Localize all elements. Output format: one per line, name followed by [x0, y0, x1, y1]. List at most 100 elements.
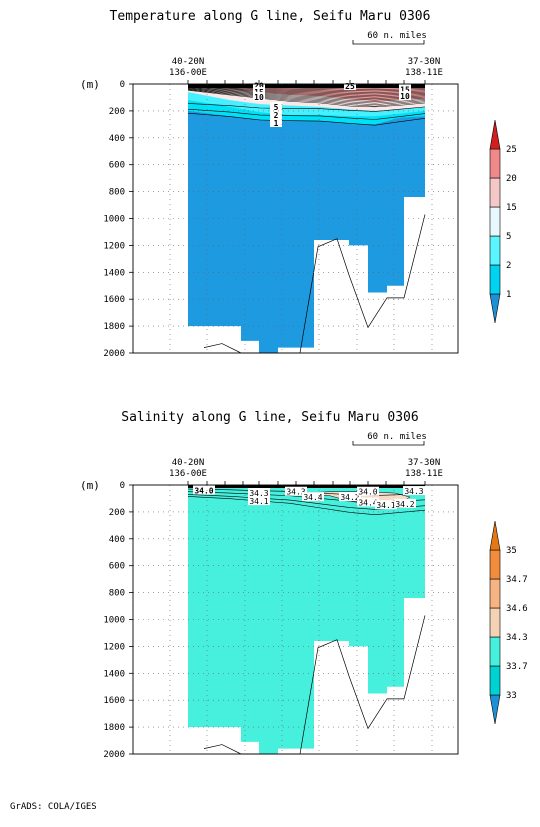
contour-label: 2	[274, 111, 279, 120]
left-station-lon: 136-00E	[169, 68, 207, 78]
colorbar-segment	[489, 206, 501, 237]
y-axis-label: (m)	[80, 78, 100, 91]
colorbar-segment	[489, 520, 501, 551]
y-tick-label: 1400	[103, 669, 125, 679]
left-station-lat: 40-20N	[172, 57, 205, 67]
temperature-contour	[187, 108, 426, 120]
colorbar-label: 34.6	[506, 604, 528, 614]
colorbar-label: 1	[506, 290, 511, 300]
ocean-fill	[188, 84, 425, 353]
y-tick-label: 600	[109, 161, 125, 171]
y-tick-label: 1800	[103, 322, 125, 332]
colorbar-label: 35	[506, 546, 517, 556]
plot-frame	[132, 484, 459, 755]
right-station-lat: 37-30N	[408, 57, 441, 67]
contour-label: 34.3	[286, 488, 305, 497]
temperature-contour	[187, 86, 426, 95]
contour-label-bg	[357, 486, 379, 496]
colorbar-segment	[489, 177, 501, 208]
contour-label-bg	[270, 101, 282, 111]
contour-label-bg	[403, 486, 425, 496]
scale-label: 60 n. miles	[367, 31, 427, 41]
y-tick-label: 800	[109, 188, 125, 198]
contour-label: 10	[254, 93, 264, 102]
contour-label: 34.1	[249, 497, 268, 506]
temperature-contour	[187, 90, 426, 108]
chart-title: Temperature along G line, Seifu Maru 030…	[110, 9, 431, 24]
colorbar-label: 15	[506, 203, 517, 213]
colorbar-label: 33	[506, 691, 517, 701]
colorbar-segment	[489, 264, 501, 295]
contour-label-bg	[394, 498, 416, 508]
temperature-contour	[187, 86, 426, 93]
contour-label-bg	[253, 91, 265, 101]
contour-label: 34.4	[303, 493, 322, 502]
salinity-contour	[187, 496, 426, 516]
y-tick-label: 1200	[103, 642, 125, 652]
contour-label-bg	[253, 87, 265, 97]
grads-footer: GrADS: COLA/IGES	[10, 802, 97, 812]
colorbar-segment	[489, 578, 501, 609]
contour-label: 34.2	[395, 500, 414, 509]
colorbar-label: 33.7	[506, 662, 528, 672]
colorbar-segment	[489, 293, 501, 324]
contour-label-bg	[285, 486, 307, 496]
plot-frame	[132, 83, 459, 354]
y-tick-label: 400	[109, 535, 125, 545]
temperature-contour	[187, 87, 426, 98]
chart-title: Salinity along G line, Seifu Maru 0306	[121, 410, 418, 425]
contour-label-bg	[248, 488, 270, 498]
contour-label-bg	[248, 496, 270, 506]
left-station-lat: 40-20N	[172, 458, 205, 468]
colorbar-segment	[489, 636, 501, 667]
contour-label-bg	[344, 81, 356, 91]
temperature-contour	[187, 89, 426, 107]
colorbar-label: 25	[506, 145, 517, 155]
surface-band	[188, 485, 425, 488]
y-tick-label: 800	[109, 589, 125, 599]
scale-bar	[352, 441, 425, 446]
colorbar-segment	[489, 665, 501, 696]
y-tick-label: 2000	[103, 750, 125, 760]
salinity-chart: Salinity along G line, Seifu Maru 0306 60…	[80, 410, 528, 760]
seafloor-line	[203, 214, 426, 354]
temperature-contour	[187, 88, 426, 101]
contour-label-bg	[375, 500, 397, 510]
contour-label-bg	[253, 80, 265, 90]
contour-label: 20	[254, 82, 264, 91]
y-tick-label: 1400	[103, 268, 125, 278]
left-station-lon: 136-00E	[169, 469, 207, 479]
temperature-chart: Temperature along G line, Seifu Maru 030…	[80, 9, 517, 359]
temperature-contour	[187, 112, 426, 126]
contour-label: 34.4	[358, 498, 377, 507]
contour-label-bg	[339, 492, 361, 502]
temperature-contour	[187, 87, 426, 99]
colorbar-segment	[489, 694, 501, 725]
temperature-contour	[187, 88, 426, 102]
contour-label-bg	[270, 109, 282, 119]
colorbar-label: 20	[506, 174, 517, 184]
colorbar-segment	[489, 549, 501, 580]
colorbar-label: 34.3	[506, 633, 528, 643]
colorbar-label: 5	[506, 232, 511, 242]
colorbar-segment	[489, 235, 501, 266]
scale-bar	[352, 40, 425, 45]
contour-label-bg	[302, 492, 324, 502]
colorbar-label: 2	[506, 261, 511, 271]
scale-label: 60 n. miles	[367, 432, 427, 442]
temperature-contour	[187, 103, 426, 112]
y-tick-label: 1600	[103, 295, 125, 305]
contour-label: 1	[274, 119, 279, 128]
contour-label-bg	[193, 485, 215, 495]
contour-label: 34.3	[404, 487, 423, 496]
y-tick-label: 0	[120, 80, 125, 90]
y-tick-label: 1800	[103, 723, 125, 733]
contour-label-bg	[399, 91, 411, 101]
y-tick-label: 2000	[103, 349, 125, 359]
y-tick-label: 600	[109, 562, 125, 572]
contour-label: 34.2	[340, 493, 359, 502]
seafloor-line	[203, 615, 426, 755]
y-tick-label: 1000	[103, 616, 125, 626]
ocean-fill	[188, 485, 425, 754]
